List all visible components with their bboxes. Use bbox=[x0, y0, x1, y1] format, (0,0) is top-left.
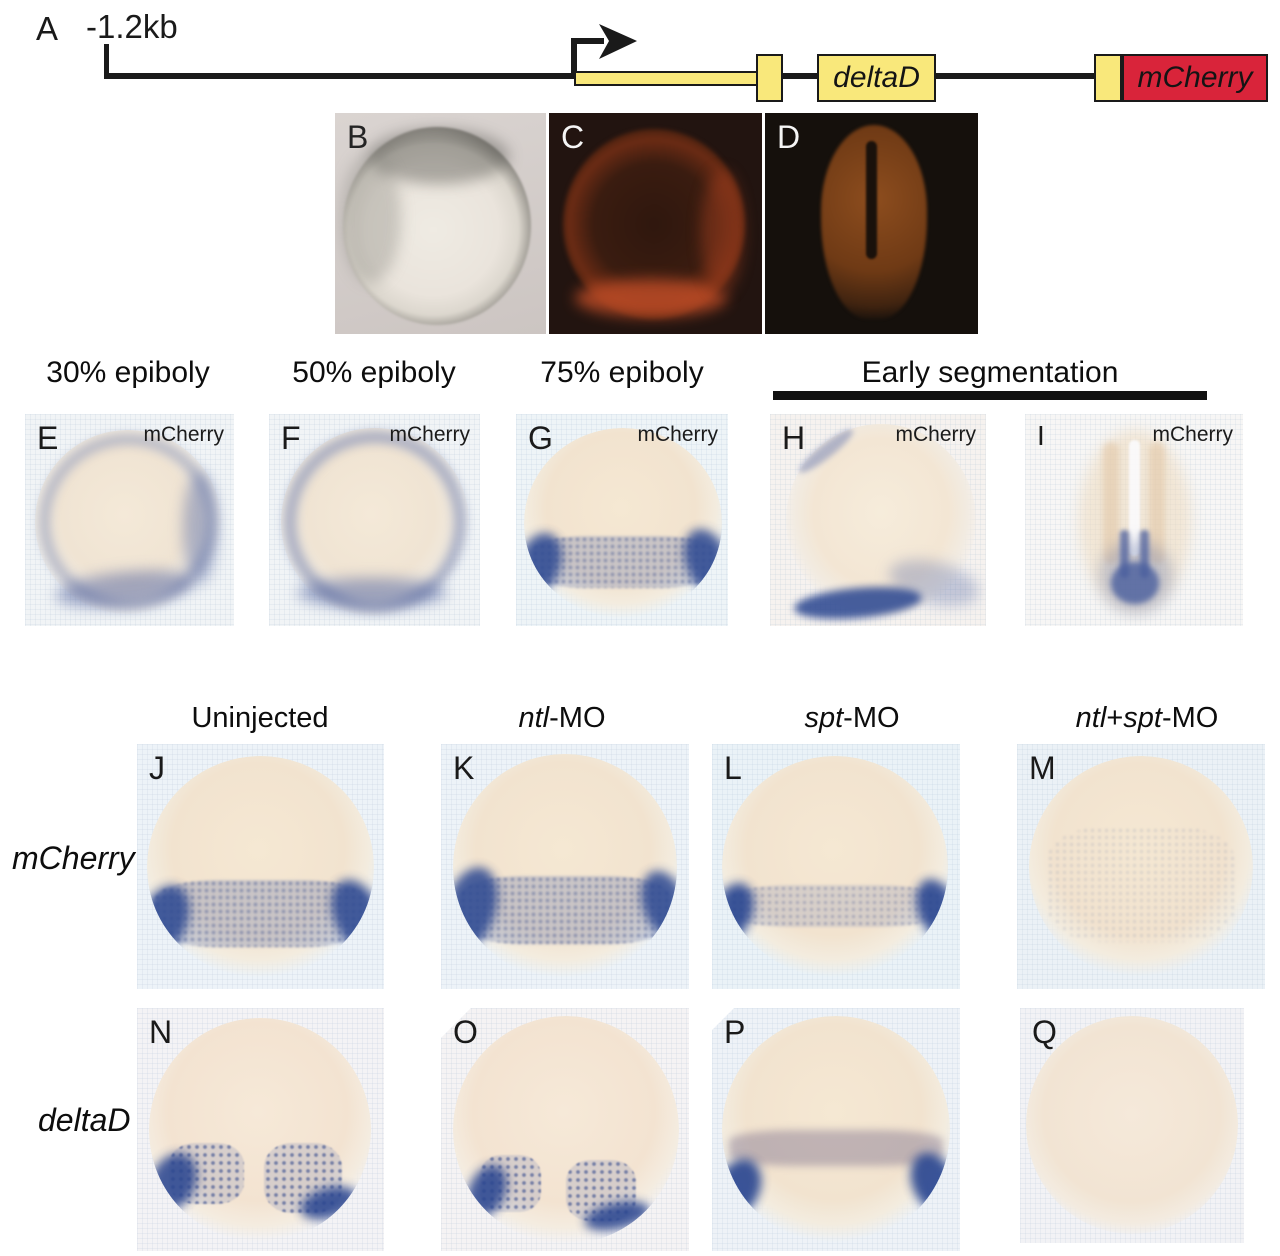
embryo-image bbox=[453, 754, 677, 980]
panel-letter: H bbox=[782, 420, 806, 456]
embryo-image bbox=[149, 1018, 371, 1242]
panel-letter: M bbox=[1029, 750, 1056, 786]
panel-letter: E bbox=[37, 420, 59, 456]
promoter-scale-label: -1.2kb bbox=[86, 8, 178, 45]
insitu-panel-e: E mCherry bbox=[25, 414, 234, 626]
scale-tick bbox=[104, 44, 109, 76]
embryo-image bbox=[147, 756, 374, 978]
photo-panel-b: B bbox=[335, 113, 546, 334]
early-segmentation-underline-bar bbox=[773, 391, 1207, 400]
midline-slit bbox=[1129, 440, 1140, 556]
photo-corner-wedge bbox=[712, 1008, 746, 1042]
insitu-panel-j: J bbox=[137, 744, 384, 989]
neural-stripe-right bbox=[1149, 442, 1165, 564]
panel-letter: F bbox=[281, 420, 301, 456]
stain-band-gray bbox=[728, 1130, 944, 1167]
brightfield-embryo-image bbox=[343, 127, 531, 325]
column-header-uninjected: Uninjected bbox=[191, 702, 329, 734]
neural-stripe-left bbox=[1103, 442, 1119, 564]
insitu-panel-f: F mCherry bbox=[269, 414, 480, 626]
embryo-image bbox=[722, 756, 948, 978]
stage-label-75-epiboly: 75% epiboly bbox=[540, 356, 704, 389]
probe-label: mCherry bbox=[1152, 423, 1233, 446]
embryo-yolk bbox=[453, 754, 677, 980]
stain-crescent-bottom bbox=[792, 582, 924, 624]
stain-band bbox=[731, 884, 939, 927]
panel-letter: N bbox=[149, 1014, 173, 1050]
panel-letter: I bbox=[1037, 420, 1045, 451]
probe-label: mCherry bbox=[143, 423, 224, 446]
insitu-panel-k: K bbox=[441, 744, 689, 989]
embryo-yolk bbox=[722, 1016, 950, 1244]
insitu-panel-g: G mCherry bbox=[516, 414, 728, 626]
row-label-deltad: deltaD bbox=[38, 1102, 131, 1138]
insitu-panel-i: I mCherry bbox=[1025, 414, 1243, 626]
fluorescent-margin-arc bbox=[575, 279, 727, 317]
insitu-panel-q: Q bbox=[1020, 1008, 1244, 1243]
stage-label-50-epiboly: 50% epiboly bbox=[292, 356, 456, 389]
panel-letter: K bbox=[453, 750, 475, 786]
transcription-start-arrow-icon bbox=[599, 24, 637, 59]
stain-prong-left bbox=[1120, 530, 1129, 578]
stage-label-30-epiboly: 30% epiboly bbox=[46, 356, 210, 389]
panel-letter: O bbox=[453, 1014, 478, 1050]
embryo-yolk bbox=[524, 428, 722, 618]
photo-panel-d: D bbox=[765, 113, 978, 334]
panel-letter: Q bbox=[1032, 1014, 1057, 1050]
insitu-panel-l: L bbox=[712, 744, 960, 989]
insitu-panel-h: H mCherry bbox=[770, 414, 986, 626]
deltad-gene-box: deltaD bbox=[817, 54, 936, 102]
panel-letter: L bbox=[724, 750, 742, 786]
embryo-image bbox=[453, 1016, 679, 1244]
column-header-ntl-spt-mo: ntl+spt-MO bbox=[1075, 702, 1219, 734]
mcherry-gene-label: mCherry bbox=[1137, 61, 1253, 94]
probe-label: mCherry bbox=[389, 423, 470, 446]
insitu-panel-n: N bbox=[137, 1008, 384, 1251]
transcription-start-arrow-stem bbox=[571, 38, 577, 76]
embryo-yolk bbox=[1029, 756, 1253, 978]
promoter-utr-bar bbox=[574, 71, 758, 86]
panel-letter: J bbox=[149, 750, 165, 786]
column-header-ntl-mo: ntl-MO bbox=[518, 702, 606, 734]
embryo-left-shade bbox=[341, 153, 401, 283]
faint-stain-speckle bbox=[1046, 827, 1236, 943]
insitu-panel-o: O bbox=[441, 1008, 689, 1251]
embryo-midline-slit bbox=[866, 141, 877, 259]
probe-label: mCherry bbox=[637, 423, 718, 446]
stage-label-early-segmentation: Early segmentation bbox=[861, 356, 1119, 389]
row-label-mcherry: mCherry bbox=[12, 840, 135, 876]
column-header-spt-mo: spt-MO bbox=[804, 702, 900, 734]
panel-letter: C bbox=[561, 119, 585, 155]
insitu-panel-m: M bbox=[1017, 744, 1265, 989]
stain-arc-bottom bbox=[297, 578, 447, 608]
panel-letter: P bbox=[724, 1014, 746, 1050]
stain-tailbud-blob bbox=[1111, 562, 1159, 604]
panel-letter: G bbox=[528, 420, 553, 456]
fluorescent-side-arc bbox=[701, 171, 743, 293]
panel-a-letter: A bbox=[36, 10, 59, 47]
insitu-panel-p: P bbox=[712, 1008, 960, 1251]
embryo-image bbox=[1026, 1016, 1238, 1234]
panel-letter: B bbox=[347, 119, 369, 155]
transcription-start-arrow-top bbox=[571, 38, 604, 44]
photo-panel-c: C bbox=[549, 113, 762, 334]
photo-corner-wedge bbox=[441, 1008, 487, 1054]
embryo-image bbox=[524, 428, 722, 618]
embryo-image bbox=[1029, 756, 1253, 978]
embryo-dorsal-shade bbox=[369, 129, 509, 184]
mcherry-gene-box: mCherry bbox=[1122, 54, 1268, 102]
embryo-yolk bbox=[1026, 1016, 1238, 1234]
probe-label: mCherry bbox=[895, 423, 976, 446]
exon-box-2 bbox=[1094, 54, 1122, 102]
exon-box-1 bbox=[756, 54, 783, 102]
embryo-yolk bbox=[722, 756, 948, 978]
panel-letter: D bbox=[777, 119, 801, 155]
embryo-image bbox=[722, 1016, 950, 1244]
stain-prong-right bbox=[1140, 530, 1149, 578]
stain-arc-right bbox=[183, 472, 217, 584]
deltad-gene-label: deltaD bbox=[833, 61, 920, 94]
